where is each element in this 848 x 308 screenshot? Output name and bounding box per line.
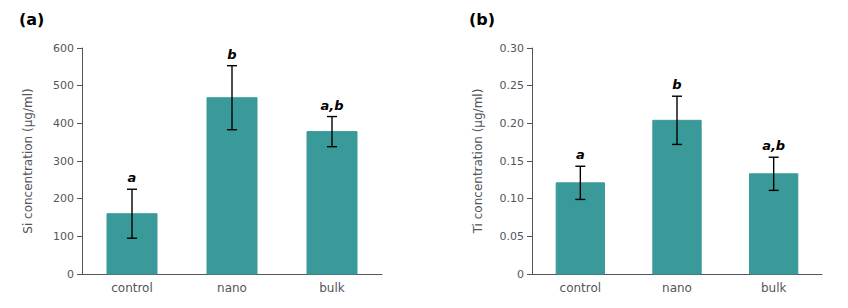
svg-text:control: control — [111, 281, 153, 295]
svg-text:100: 100 — [53, 230, 74, 243]
svg-text:0.20: 0.20 — [500, 117, 525, 130]
svg-text:0.25: 0.25 — [500, 79, 525, 92]
svg-text:Ti concentration (μg/ml): Ti concentration (μg/ml) — [471, 89, 485, 235]
svg-text:control: control — [560, 281, 602, 295]
svg-text:0.30: 0.30 — [500, 42, 525, 55]
svg-text:a,b: a,b — [762, 138, 785, 153]
svg-text:0: 0 — [517, 268, 524, 281]
svg-text:400: 400 — [53, 117, 74, 130]
svg-text:0.10: 0.10 — [500, 192, 525, 205]
svg-text:(a): (a) — [19, 10, 44, 29]
svg-text:a: a — [128, 170, 137, 185]
svg-text:300: 300 — [53, 155, 74, 168]
svg-text:nano: nano — [217, 281, 247, 295]
svg-text:bulk: bulk — [319, 281, 345, 295]
svg-text:nano: nano — [662, 281, 692, 295]
svg-text:500: 500 — [53, 79, 74, 92]
svg-text:Si concentration (μg/ml): Si concentration (μg/ml) — [21, 88, 35, 233]
svg-text:a,b: a,b — [320, 98, 343, 113]
svg-text:200: 200 — [53, 192, 74, 205]
svg-text:a: a — [576, 147, 585, 162]
svg-text:0.05: 0.05 — [500, 230, 525, 243]
svg-text:b: b — [672, 77, 681, 92]
svg-text:b: b — [227, 47, 236, 62]
svg-text:bulk: bulk — [761, 281, 787, 295]
svg-text:600: 600 — [53, 42, 74, 55]
svg-text:0.15: 0.15 — [500, 155, 525, 168]
svg-text:0: 0 — [67, 268, 74, 281]
svg-text:(b): (b) — [469, 10, 495, 29]
